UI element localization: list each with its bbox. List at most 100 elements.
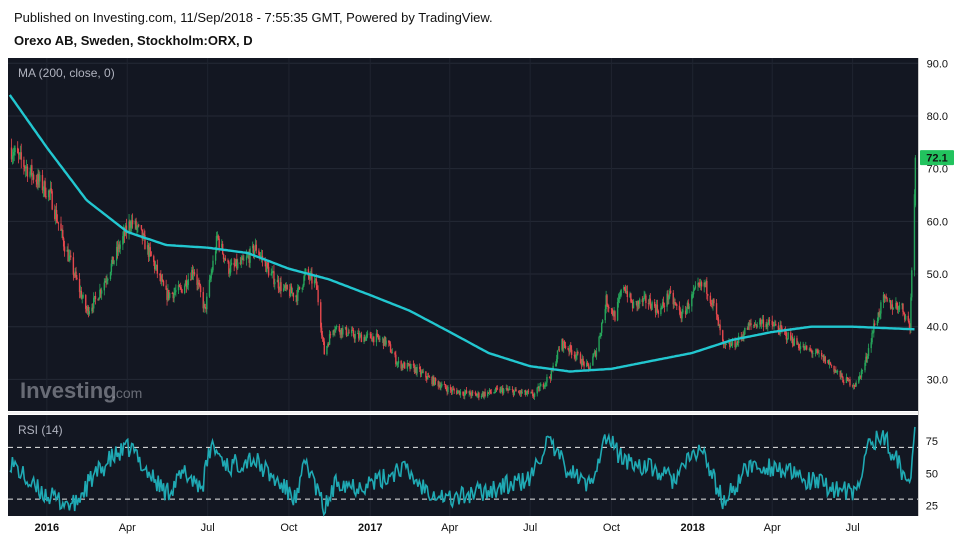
candle-body [635, 301, 637, 302]
candle-body [493, 392, 495, 394]
candle-body [766, 324, 768, 327]
candle-body [377, 334, 379, 338]
candle-body [177, 285, 180, 291]
candle-body [116, 246, 119, 252]
candle-body [440, 386, 442, 389]
candle-body [242, 257, 244, 261]
candle-body [890, 304, 893, 309]
candle-body [749, 323, 751, 326]
candle-body [237, 262, 239, 269]
candle-body [342, 328, 344, 335]
candle-body [179, 286, 181, 288]
candle-body [370, 333, 372, 339]
candle-body [329, 334, 332, 336]
candle-body [360, 334, 363, 343]
candle-body [344, 327, 347, 329]
candle-body [767, 323, 769, 327]
candle-body [675, 303, 677, 305]
candle-body [684, 310, 687, 315]
candle-body [575, 355, 577, 358]
candle-body [563, 341, 566, 346]
candle-body [123, 230, 126, 236]
candle-body [92, 307, 94, 309]
candle-body [304, 273, 306, 277]
candle-body [908, 320, 910, 324]
candle-body [619, 295, 621, 297]
candle-body [50, 188, 52, 192]
candle-body [43, 181, 45, 190]
candle-body [707, 294, 709, 296]
candle-body [149, 247, 151, 252]
candle-body [606, 295, 608, 306]
candle-body [487, 392, 489, 397]
candle-body [866, 355, 869, 359]
candle-body [69, 255, 71, 257]
candle-body [421, 371, 424, 373]
candle-body [384, 336, 386, 345]
candle-body [499, 388, 501, 393]
candle-body [161, 279, 163, 282]
candle-body [781, 327, 783, 330]
candle-body [78, 279, 81, 293]
candle-body [538, 386, 540, 391]
candle-body [673, 302, 675, 305]
candle-body [911, 270, 913, 298]
candle-body [326, 345, 328, 355]
candle-body [854, 385, 856, 387]
candle-body [849, 379, 851, 386]
candle-body [892, 308, 894, 310]
candle-body [228, 261, 230, 274]
candle-body [753, 324, 756, 326]
candle-body [464, 390, 467, 393]
candle-body [631, 301, 634, 309]
candle-body [593, 353, 595, 357]
candle-body [86, 306, 89, 311]
candle-body [512, 390, 515, 396]
candle-body [303, 276, 305, 286]
candle-body [175, 290, 177, 292]
candle-body [259, 255, 261, 257]
candle-body [305, 269, 307, 274]
candle-body [737, 341, 739, 343]
ma-indicator-label: MA (200, close, 0) [18, 66, 115, 80]
candle-body [321, 335, 324, 338]
candle-body [884, 296, 887, 299]
candle-body [308, 276, 310, 279]
candle-body [408, 364, 410, 365]
rsi-tick-label: 50 [926, 468, 938, 480]
candle-body [266, 262, 268, 272]
candle-body [712, 299, 714, 305]
candle-body [328, 343, 330, 345]
candle-body [589, 365, 591, 370]
candle-body [484, 391, 486, 397]
candle-body [62, 230, 64, 239]
candle-body [85, 308, 88, 311]
candle-body [576, 351, 578, 356]
candle-body [390, 352, 393, 354]
candle-body [381, 338, 384, 340]
candle-body [756, 324, 758, 328]
candle-body [335, 327, 337, 331]
candle-body [647, 302, 650, 304]
x-tick-label: 2018 [680, 522, 704, 534]
candle-body [60, 223, 62, 231]
candle-body [731, 339, 734, 346]
candle-body [449, 386, 452, 390]
candle-body [895, 302, 897, 309]
candle-body [456, 391, 459, 394]
candle-body [656, 304, 659, 311]
x-tick-label: Oct [603, 522, 620, 534]
candle-body [555, 359, 558, 364]
candle-body [364, 337, 366, 341]
candle-body [474, 392, 477, 394]
candle-body [371, 338, 373, 342]
x-tick-label: 2017 [358, 522, 382, 534]
candle-body [845, 377, 848, 384]
candle-body [469, 391, 471, 395]
candle-body [137, 224, 139, 228]
candle-body [698, 283, 700, 285]
candle-body [98, 297, 100, 301]
candle-body [80, 290, 83, 299]
candle-body [790, 336, 793, 340]
